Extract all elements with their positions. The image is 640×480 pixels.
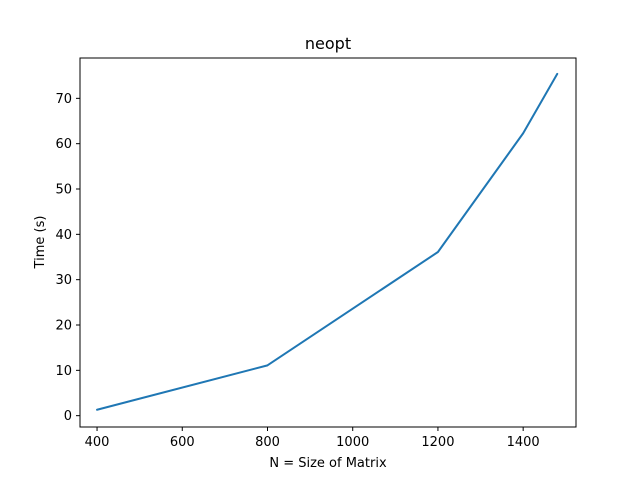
x-axis-ticks: 400 600 800 1000 1200 1400 (85, 427, 540, 450)
y-tick-label: 70 (55, 92, 72, 107)
plot-frame (79, 57, 577, 428)
x-tick-label: 1200 (421, 435, 454, 450)
y-tick-label: 50 (55, 183, 72, 198)
x-tick-label: 400 (85, 435, 110, 450)
y-tick-label: 10 (55, 364, 72, 379)
y-tick-label: 60 (55, 137, 72, 152)
series-layer (96, 72, 559, 411)
y-tick-label: 30 (55, 273, 72, 288)
y-axis-ticks: 0 10 20 30 40 50 60 70 (55, 92, 80, 424)
x-tick-label: 600 (170, 435, 195, 450)
series-line-0 (96, 72, 559, 411)
x-tick-label: 1400 (507, 435, 540, 450)
y-tick-label: 20 (55, 319, 72, 334)
y-axis-label: Time (s) (33, 216, 48, 270)
x-axis-label: N = Size of Matrix (269, 456, 387, 471)
y-tick-label: 0 (64, 409, 72, 424)
y-tick-label: 40 (55, 228, 72, 243)
chart-title: neopt (305, 34, 351, 53)
x-tick-label: 1000 (336, 435, 369, 450)
x-tick-label: 800 (255, 435, 280, 450)
